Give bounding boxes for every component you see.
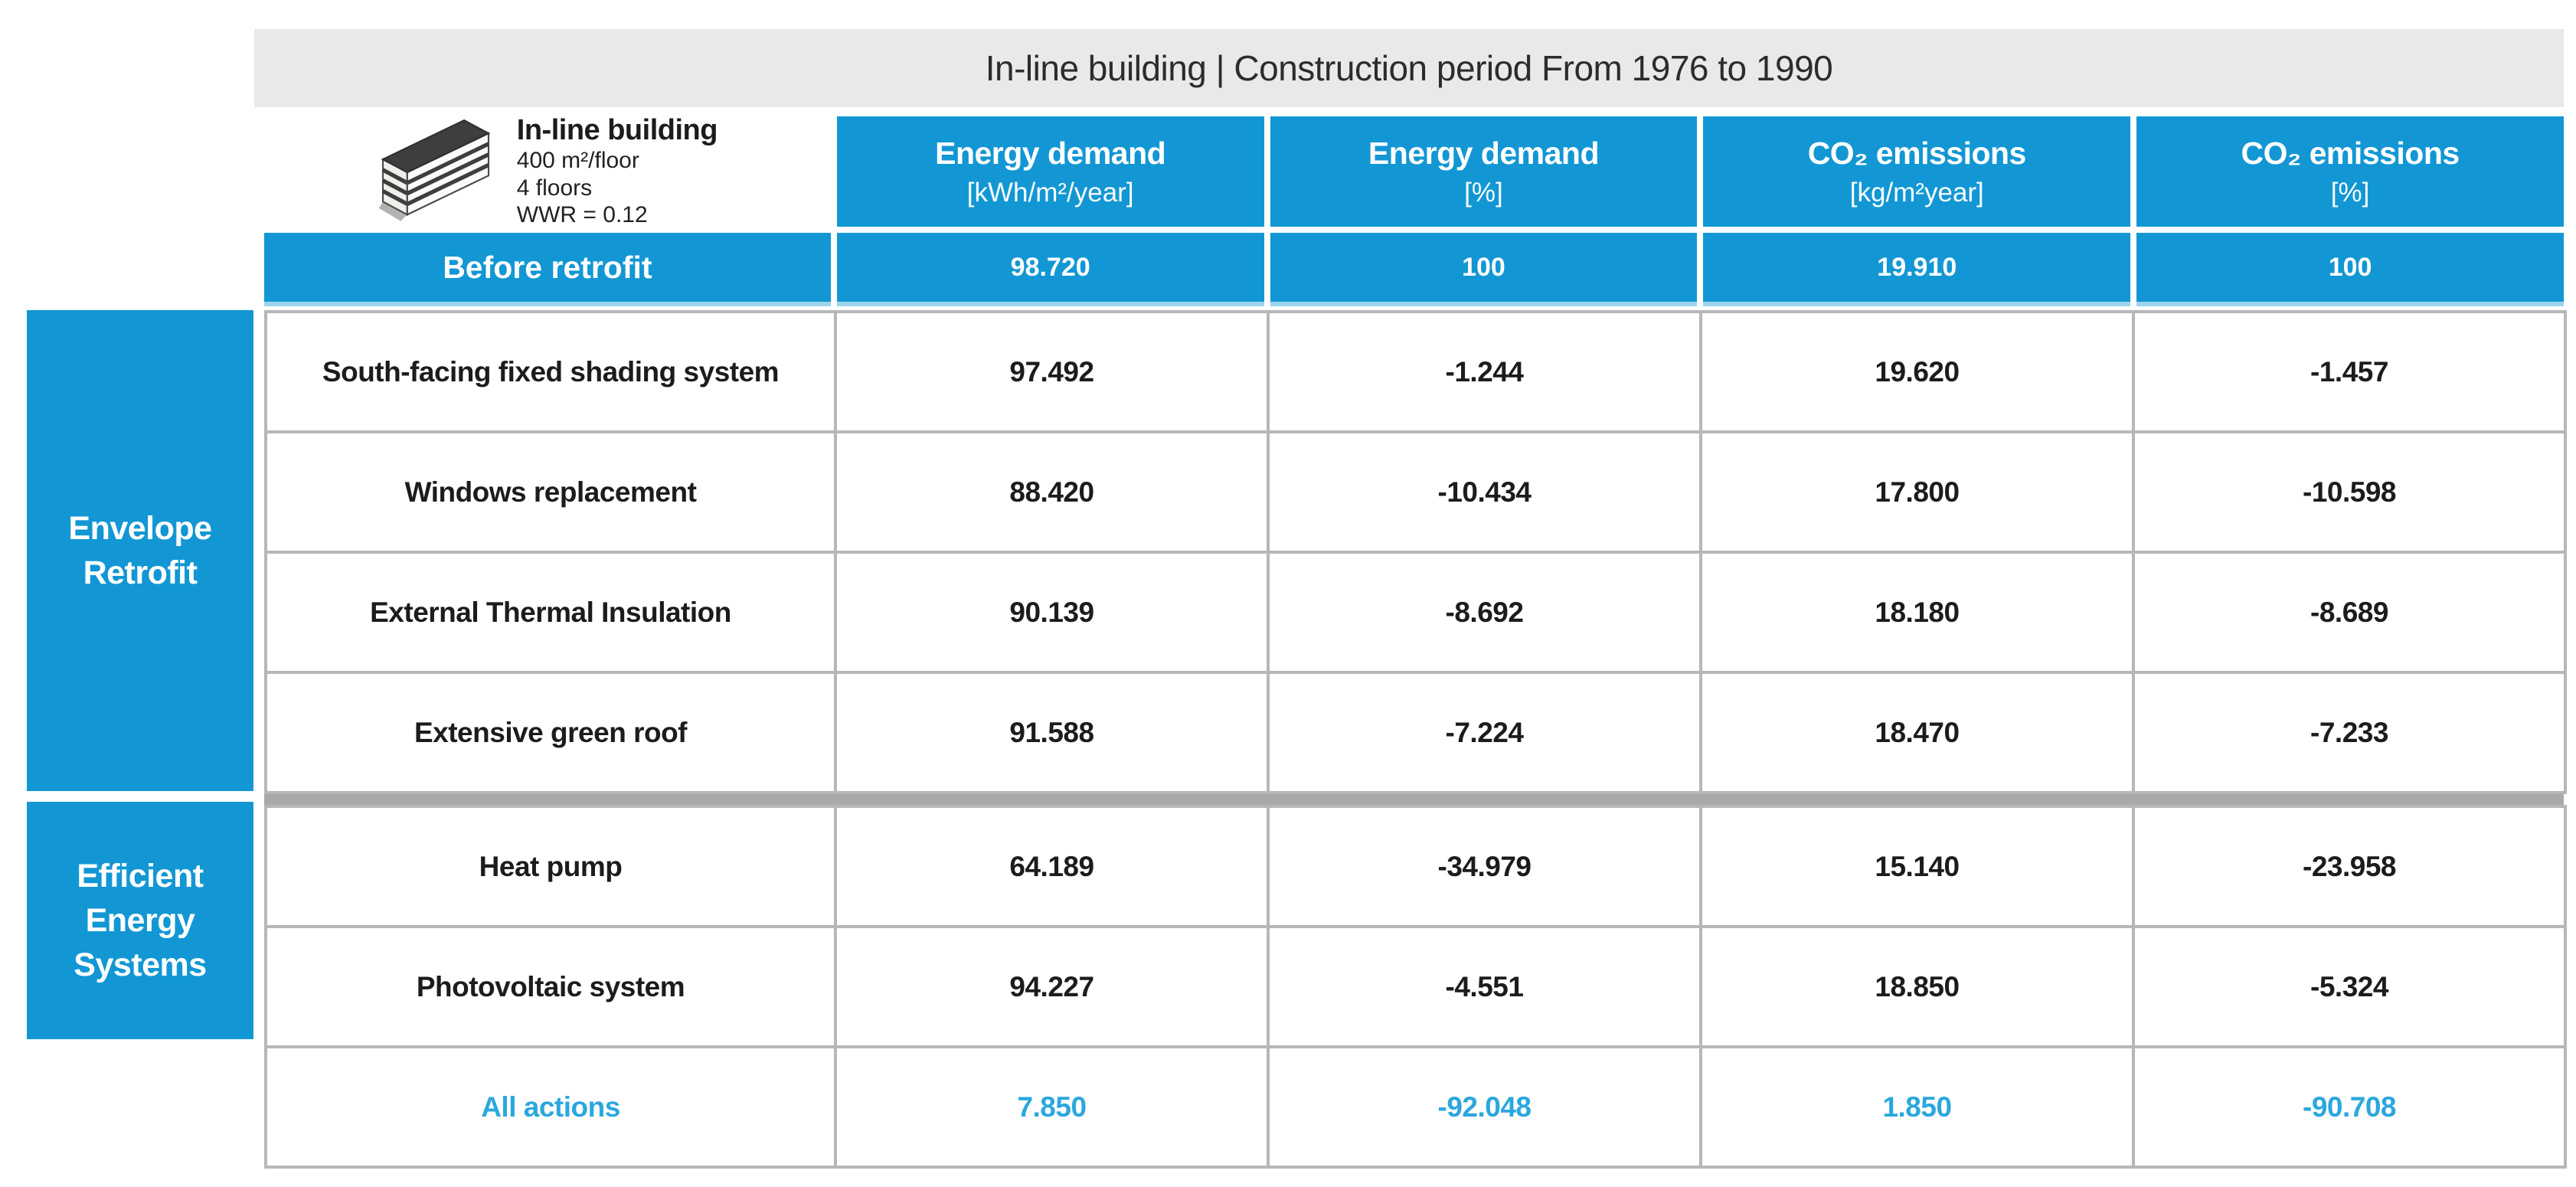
value-cell: 18.180	[1699, 551, 2135, 674]
section-divider	[264, 794, 2564, 805]
baseline-value-energy-pct: 100	[1270, 233, 1698, 306]
table-row: Windows replacement 88.420 -10.434 17.80…	[264, 430, 2567, 554]
value-cell: 1.850	[1699, 1045, 2135, 1169]
table-row: Heat pump 64.189 -34.979 15.140 -23.958	[264, 805, 2567, 928]
column-header-label: CO₂ emissions	[2241, 135, 2460, 171]
group-label-envelope-retrofit: Envelope Retrofit	[27, 310, 253, 791]
table-row: South-facing fixed shading system 97.492…	[264, 310, 2567, 433]
column-header-label: Energy demand	[1368, 135, 1600, 171]
value-cell: 18.850	[1699, 925, 2135, 1048]
column-header-unit: [kg/m²year]	[1849, 177, 1984, 208]
column-header-unit: [%]	[2330, 177, 2370, 208]
building-floors: 4 floors	[516, 175, 593, 201]
value-cell: -10.598	[2132, 430, 2567, 554]
column-header-label: Energy demand	[935, 135, 1166, 171]
value-cell: -1.457	[2132, 310, 2567, 433]
table-row: Photovoltaic system 94.227 -4.551 18.850…	[264, 925, 2567, 1048]
action-label: Extensive green roof	[264, 671, 837, 794]
column-header-unit: [kWh/m²/year]	[966, 177, 1134, 208]
value-cell: 7.850	[834, 1045, 1270, 1169]
column-header-energy-demand-abs: Energy demand [kWh/m²/year]	[836, 116, 1264, 227]
header-row: In-line building 400 m²/floor 4 floors W…	[264, 114, 2564, 228]
building-wwr: WWR = 0.12	[516, 202, 648, 228]
baseline-value-co2-abs: 19.910	[1703, 233, 2131, 306]
table-title: In-line building | Construction period F…	[254, 29, 2564, 107]
building-info-text: In-line building 400 m²/floor 4 floors W…	[517, 114, 718, 228]
table-row: External Thermal Insulation 90.139 -8.69…	[264, 551, 2567, 674]
value-cell: 19.620	[1699, 310, 2135, 433]
action-label: Heat pump	[264, 805, 837, 928]
baseline-value-co2-pct: 100	[2136, 233, 2564, 306]
value-cell: -5.324	[2132, 925, 2567, 1048]
value-cell: 64.189	[834, 805, 1270, 928]
value-cell: 97.492	[834, 310, 1270, 433]
value-cell: -4.551	[1267, 925, 1702, 1048]
action-label: Windows replacement	[264, 430, 837, 554]
column-header-unit: [%]	[1464, 177, 1503, 208]
value-cell: -23.958	[2132, 805, 2567, 928]
envelope-retrofit-rows: South-facing fixed shading system 97.492…	[264, 310, 2567, 794]
column-header-label: CO₂ emissions	[1807, 135, 2027, 171]
value-cell: -10.434	[1267, 430, 1702, 554]
value-cell: -7.233	[2132, 671, 2567, 794]
value-cell: 94.227	[834, 925, 1270, 1048]
action-label: All actions	[264, 1045, 837, 1169]
action-label: South-facing fixed shading system	[264, 310, 837, 433]
table-row: Extensive green roof 91.588 -7.224 18.47…	[264, 671, 2567, 794]
building-area: 400 m²/floor	[516, 148, 639, 174]
group-label-efficient-energy-systems: Efficient Energy Systems	[27, 802, 253, 1039]
baseline-value-energy-abs: 98.720	[836, 233, 1264, 306]
value-cell: 90.139	[834, 551, 1270, 674]
value-cell: -8.689	[2132, 551, 2567, 674]
action-label: Photovoltaic system	[264, 925, 837, 1048]
column-header-energy-demand-pct: Energy demand [%]	[1270, 116, 1698, 227]
action-label: External Thermal Insulation	[264, 551, 837, 674]
value-cell: 88.420	[834, 430, 1270, 554]
value-cell: 18.470	[1699, 671, 2135, 794]
column-header-co2-abs: CO₂ emissions [kg/m²year]	[1703, 116, 2131, 227]
all-actions-row: All actions 7.850 -92.048 1.850 -90.708	[264, 1045, 2567, 1169]
value-cell: -8.692	[1267, 551, 1702, 674]
value-cell: -1.244	[1267, 310, 1702, 433]
efficient-energy-rows: Heat pump 64.189 -34.979 15.140 -23.958 …	[264, 805, 2567, 1169]
value-cell: -7.224	[1267, 671, 1702, 794]
baseline-row: Before retrofit 98.720 100 19.910 100	[264, 233, 2564, 306]
value-cell: -92.048	[1267, 1045, 1702, 1169]
value-cell: 15.140	[1699, 805, 2135, 928]
value-cell: 17.800	[1699, 430, 2135, 554]
table-body: South-facing fixed shading system 97.492…	[264, 310, 2567, 1169]
inline-building-icon	[378, 119, 491, 221]
building-name: In-line building	[516, 114, 718, 147]
building-info-cell: In-line building 400 m²/floor 4 floors W…	[264, 114, 831, 228]
baseline-label: Before retrofit	[264, 233, 831, 306]
column-header-co2-pct: CO₂ emissions [%]	[2136, 116, 2564, 227]
value-cell: 91.588	[834, 671, 1270, 794]
value-cell: -90.708	[2132, 1045, 2567, 1169]
value-cell: -34.979	[1267, 805, 1702, 928]
